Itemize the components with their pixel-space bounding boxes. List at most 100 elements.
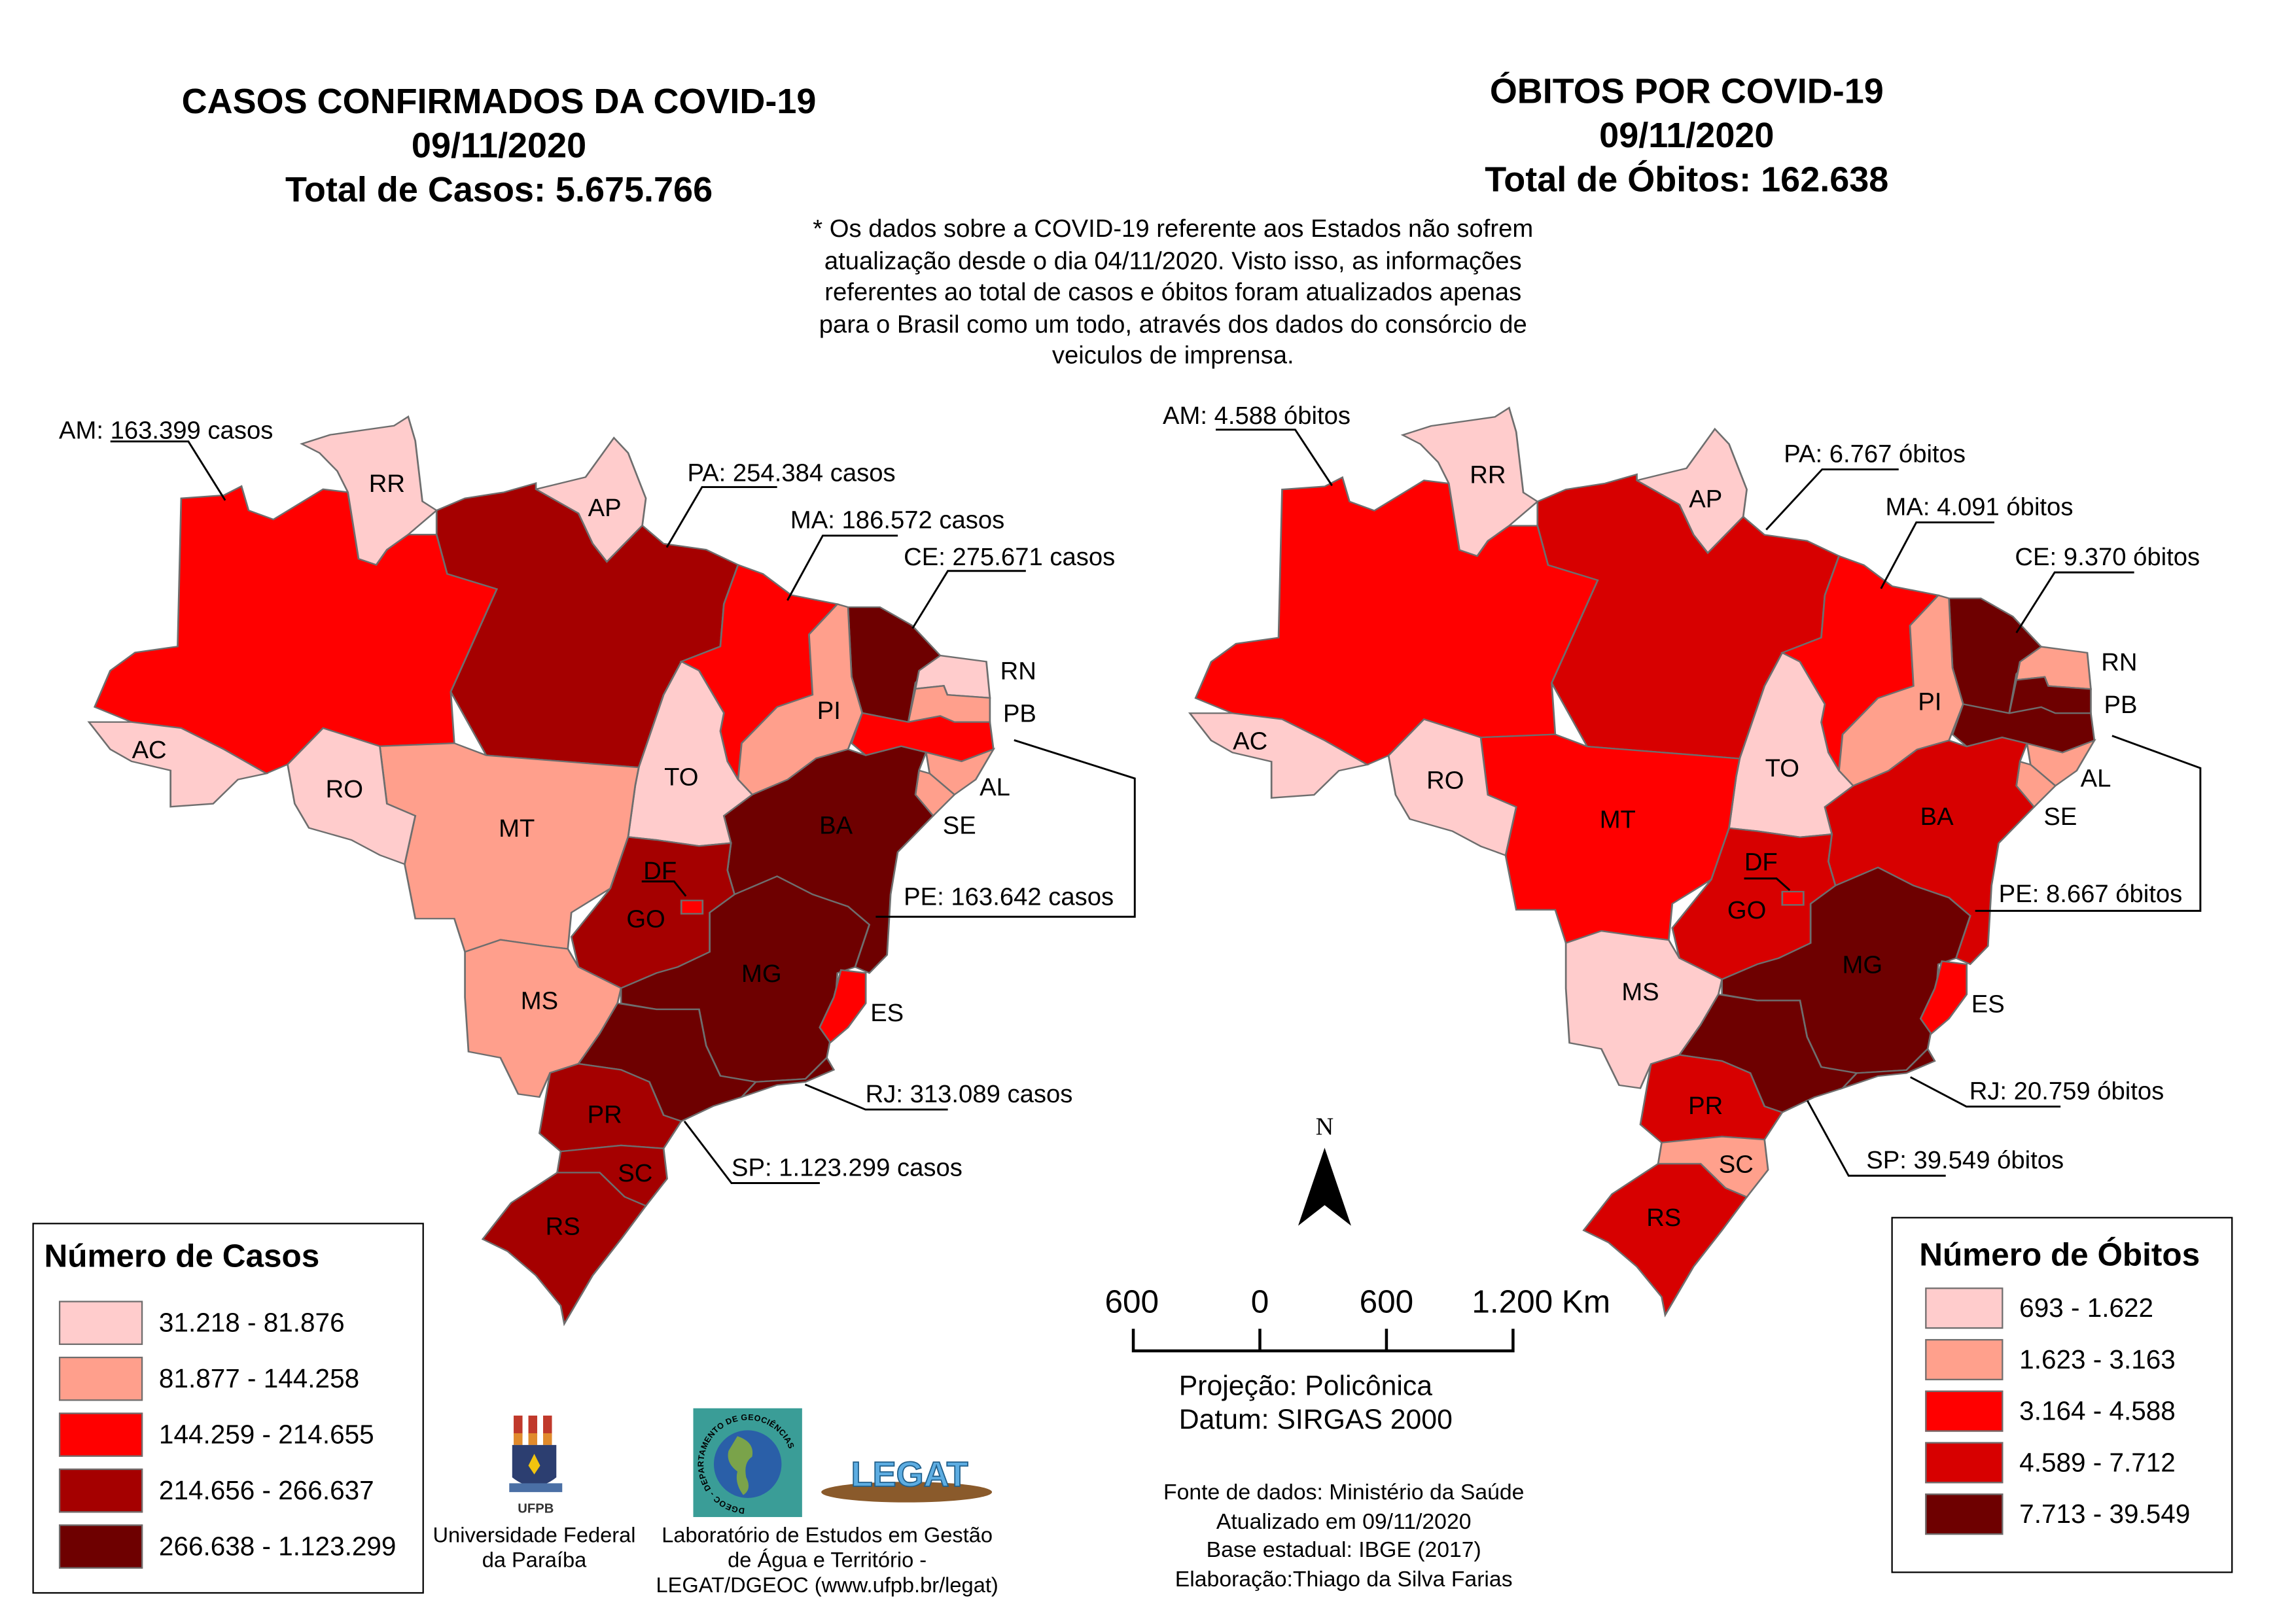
state-label-to: TO	[664, 763, 698, 791]
state-label-pr: PR	[1688, 1092, 1723, 1120]
cases-date: 09/11/2020	[411, 126, 587, 167]
caption-line: LEGAT/DGEOC (www.ufpb.br/legat)	[656, 1574, 998, 1598]
deaths-date: 09/11/2020	[1599, 116, 1775, 156]
callout-deaths-ce: CE: 9.370 óbitos	[2015, 543, 2200, 571]
callout-cases-sp: SP: 1.123.299 casos	[731, 1153, 963, 1182]
cases-leader-ce	[911, 570, 1026, 629]
legend-label: 214.656 - 266.637	[158, 1475, 374, 1505]
state-label-ac: AC	[1233, 727, 1267, 755]
note-line: referentes ao total de casos e óbitos fo…	[824, 278, 1522, 307]
north-label: N	[1316, 1113, 1334, 1140]
callout-deaths-ma: MA: 4.091 óbitos	[1885, 493, 2074, 521]
state-label-to: TO	[1765, 754, 1799, 782]
legend-label: 7.713 - 39.549	[2019, 1499, 2191, 1529]
state-pr	[1639, 1054, 1784, 1143]
state-rj	[1839, 1047, 1936, 1091]
state-label-rn: RN	[1000, 657, 1036, 686]
source-line: Fonte de dados: Ministério da Saúde	[1163, 1480, 1525, 1506]
state-label-ms: MS	[521, 987, 558, 1015]
cases-legend-item: 81.877 - 144.258	[58, 1356, 360, 1401]
state-rr	[300, 415, 438, 566]
state-label-pb: PB	[1003, 699, 1036, 727]
state-label-es: ES	[870, 999, 904, 1027]
datum-line: Datum: SIRGAS 2000	[1178, 1405, 1453, 1437]
state-label-rs: RS	[1646, 1204, 1681, 1232]
cases-choropleth-map	[87, 415, 996, 1327]
scale-bar	[1131, 1329, 1515, 1353]
cases-leader-rj	[804, 1083, 948, 1111]
cases-leader-ma	[786, 534, 898, 601]
legend-label: 4.589 - 7.712	[2019, 1447, 2176, 1477]
state-label-se: SE	[943, 811, 976, 839]
data-note: * Os dados sobre a COVID-19 referente ao…	[732, 213, 1615, 372]
deaths-leader-am	[1216, 428, 1333, 487]
callout-cases-pa: PA: 254.384 casos	[687, 459, 896, 487]
deaths-legend-item: 7.713 - 39.549	[1925, 1493, 2190, 1535]
source-line: Atualizado em 09/11/2020	[1216, 1509, 1472, 1534]
cases-legend-item: 214.656 - 266.637	[58, 1468, 374, 1513]
state-df	[680, 899, 704, 915]
legend-label: 31.218 - 81.876	[158, 1307, 345, 1337]
state-label-se: SE	[2043, 803, 2077, 831]
note-line: para o Brasil como um todo, através dos …	[819, 310, 1527, 338]
legend-label: 81.877 - 144.258	[158, 1363, 360, 1393]
state-df	[1781, 890, 1805, 906]
state-label-go: GO	[626, 905, 665, 934]
scale-tick-label: 1.200 Km	[1472, 1283, 1610, 1319]
state-label-df: DF	[1744, 848, 1778, 876]
legend-swatch	[58, 1524, 143, 1569]
cases-leader-pe	[875, 739, 1136, 918]
state-label-al: AL	[980, 773, 1010, 801]
cases-title-line: CASOS CONFIRMADOS DA COVID-19	[181, 82, 817, 122]
legend-swatch	[58, 1412, 143, 1457]
state-ac	[1188, 712, 1369, 799]
deaths-legend-item: 3.164 - 4.588	[1925, 1390, 2176, 1432]
deaths-legend-item: 1.623 - 3.163	[1925, 1338, 2176, 1380]
note-line: veiculos de imprensa.	[1051, 341, 1294, 370]
cases-total: Total de Casos: 5.675.766	[285, 170, 713, 211]
source-line: Base estadual: IBGE (2017)	[1206, 1537, 1481, 1563]
deaths-legend-item: 693 - 1.622	[1925, 1287, 2153, 1329]
state-label-al: AL	[2081, 765, 2111, 793]
cases-leader-pa	[665, 486, 777, 548]
deaths-leader-ma	[1880, 521, 1994, 589]
callout-deaths-rj: RJ: 20.759 óbitos	[1969, 1077, 2164, 1106]
state-label-mt: MT	[1600, 806, 1636, 834]
deaths-leader-rj	[1910, 1076, 2061, 1108]
scale-tick-label: 600	[1360, 1283, 1414, 1319]
scale-tick-label: 600	[1105, 1283, 1159, 1319]
state-label-ro: RO	[326, 775, 363, 803]
sources-info: Fonte de dados: Ministério da Saúde Atua…	[1108, 1479, 1580, 1594]
legat-logo: LEGAT	[821, 1454, 993, 1503]
legend-label: 1.623 - 3.163	[2019, 1344, 2176, 1374]
state-label-ap: AP	[1689, 485, 1722, 514]
callout-cases-am: AM: 163.399 casos	[58, 416, 274, 445]
cases-title: CASOS CONFIRMADOS DA COVID-19 09/11/2020…	[131, 81, 867, 213]
state-rs	[1582, 1162, 1748, 1318]
legend-swatch	[1925, 1493, 2004, 1535]
state-label-mt: MT	[499, 814, 535, 843]
legend-swatch	[1925, 1442, 2004, 1484]
deaths-leader-pe	[1975, 735, 2202, 912]
dgeoc-logo: DGEOC - DEPARTAMENTO DE GEOCIÊNCIAS	[693, 1408, 802, 1518]
callout-cases-ma: MA: 186.572 casos	[790, 506, 1005, 534]
north-arrow-and-scale: N 600 0 600 1.200 Km	[1105, 1113, 1610, 1353]
state-label-ba: BA	[819, 811, 853, 839]
state-label-rs: RS	[546, 1212, 580, 1240]
note-line: atualização desde o dia 04/11/2020. Vist…	[824, 246, 1522, 275]
state-label-pi: PI	[1918, 688, 1941, 716]
scale-tick-label: 0	[1251, 1283, 1269, 1319]
state-ro	[287, 727, 417, 865]
state-label-ac: AC	[132, 736, 167, 764]
state-ro	[1387, 718, 1517, 857]
deaths-title-line: ÓBITOS POR COVID-19	[1489, 72, 1884, 112]
deaths-leader-pa	[1765, 468, 1899, 531]
state-label-go: GO	[1727, 896, 1766, 924]
callout-cases-ce: CE: 275.671 casos	[904, 543, 1116, 571]
cases-legend-item: 144.259 - 214.655	[58, 1412, 374, 1457]
legend-swatch	[1925, 1338, 2004, 1380]
cases-legend: Número de Casos 31.218 - 81.876 81.877 -…	[32, 1223, 424, 1594]
callout-deaths-pe: PE: 8.667 óbitos	[1998, 880, 2183, 908]
